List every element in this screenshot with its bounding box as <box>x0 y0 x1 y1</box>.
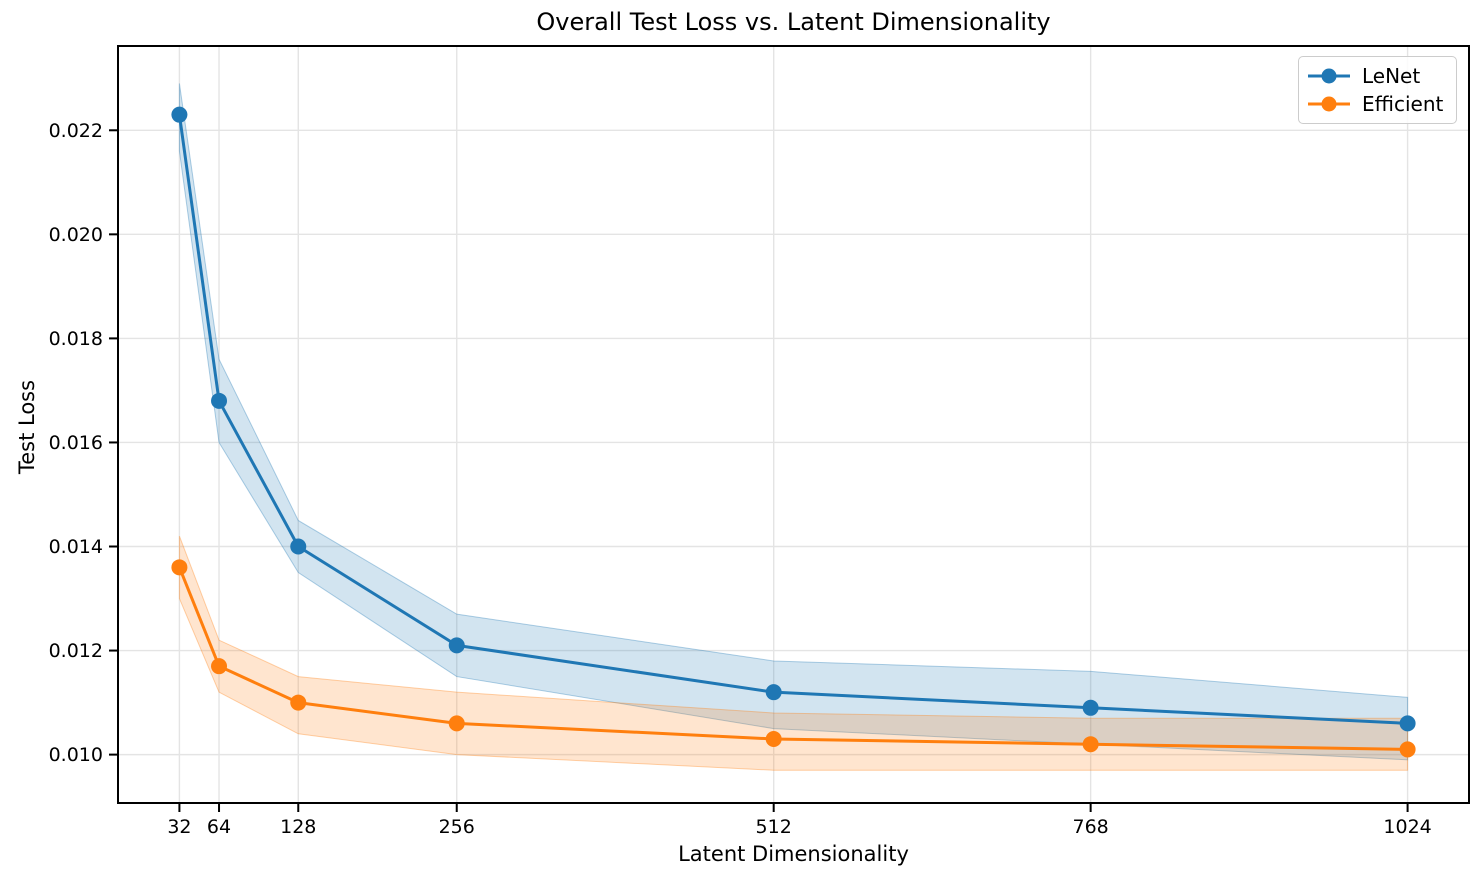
x-tick-label-768: 768 <box>1073 816 1109 838</box>
y-tick-label-0.012: 0.012 <box>49 640 103 662</box>
x-tick-label-64: 64 <box>207 816 231 838</box>
y-axis-label: Test Loss <box>15 379 39 475</box>
x-tick-label-1024: 1024 <box>1383 816 1431 838</box>
y-tick-label-0.022: 0.022 <box>49 120 103 142</box>
series-line-lenet <box>177 113 1410 725</box>
chart-title: Overall Test Loss vs. Latent Dimensional… <box>536 8 1051 36</box>
marker-efficient-512 <box>765 731 782 748</box>
marker-lenet-128 <box>290 538 307 555</box>
y-tick-label-0.020: 0.020 <box>49 224 103 246</box>
marker-efficient-128 <box>290 694 307 711</box>
y-tick-label-0.016: 0.016 <box>49 432 103 454</box>
x-axis-label: Latent Dimensionality <box>678 842 909 866</box>
marker-lenet-1024 <box>1399 715 1416 732</box>
marker-lenet-64 <box>211 392 228 409</box>
legend-line-sample-lenet <box>1308 68 1350 84</box>
x-tick-label-256: 256 <box>439 816 475 838</box>
confidence-band-lenet <box>178 83 1409 761</box>
legend-label-lenet: LeNet <box>1362 64 1421 88</box>
axes-spines <box>117 45 1470 804</box>
confidence-band-efficient <box>178 535 1409 771</box>
legend-label-efficient: Efficient <box>1362 92 1444 116</box>
marker-efficient-32 <box>171 559 188 576</box>
marker-efficient-256 <box>448 715 465 732</box>
y-tick-label-0.010: 0.010 <box>49 744 103 766</box>
marker-lenet-256 <box>448 637 465 654</box>
marker-lenet-512 <box>765 684 782 701</box>
x-tick-label-32: 32 <box>167 816 191 838</box>
legend-item-lenet: LeNet <box>1306 64 1448 88</box>
y-tick-label-0.014: 0.014 <box>49 536 103 558</box>
marker-lenet-768 <box>1082 699 1099 716</box>
marker-efficient-1024 <box>1399 741 1416 758</box>
x-tick-label-128: 128 <box>280 816 316 838</box>
legend: LeNet Efficient <box>1298 56 1457 124</box>
x-tick-label-512: 512 <box>756 816 792 838</box>
legend-line-sample-efficient <box>1308 96 1350 112</box>
y-tick-label-0.018: 0.018 <box>49 328 103 350</box>
marker-lenet-32 <box>171 106 188 123</box>
marker-efficient-768 <box>1082 736 1099 753</box>
legend-item-efficient: Efficient <box>1306 92 1448 116</box>
marker-efficient-64 <box>211 658 228 675</box>
